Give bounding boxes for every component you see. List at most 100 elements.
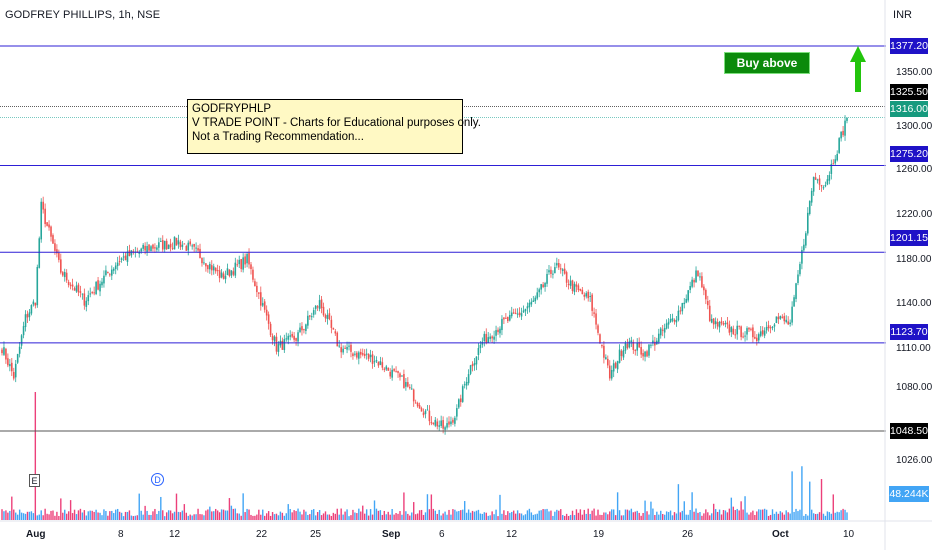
volume-bar	[148, 514, 150, 520]
volume-bar	[350, 515, 352, 520]
candle-body	[779, 316, 782, 319]
candle-body	[795, 283, 797, 299]
candle-body	[661, 329, 664, 331]
candle-body	[483, 333, 486, 341]
candle-body	[761, 330, 764, 335]
candle-body	[103, 275, 105, 284]
volume-bar	[807, 515, 809, 520]
volume-bar	[291, 512, 293, 520]
volume-bar	[467, 509, 470, 520]
candle-body	[510, 312, 513, 317]
high-price-tag[interactable]: 1325.50	[890, 84, 928, 100]
candle-body	[209, 263, 211, 270]
volume-bar	[450, 514, 452, 520]
volume-bar	[642, 513, 644, 520]
volume-bar	[140, 510, 142, 520]
candle-body	[746, 328, 748, 335]
last-price-tag[interactable]: 1316.00	[890, 101, 928, 117]
candle-body	[369, 354, 372, 358]
volume-bar	[115, 509, 117, 520]
candle-body	[557, 263, 560, 268]
disclaimer-note[interactable]: GODFRYPHLP V TRADE POINT - Charts for Ed…	[187, 99, 481, 154]
earnings-marker[interactable]: E	[29, 474, 40, 487]
volume-bar	[597, 509, 599, 520]
volume-bar	[75, 514, 78, 520]
volume-bar	[487, 515, 489, 520]
level-tag-1201[interactable]: 1201.15	[890, 230, 928, 246]
dividend-marker[interactable]: D	[151, 473, 164, 486]
volume-bar	[28, 511, 31, 520]
candle-body	[318, 300, 321, 310]
volume-bar	[424, 512, 427, 520]
volume-bar	[711, 513, 713, 520]
volume-bar	[667, 512, 670, 520]
volume-bar	[822, 513, 825, 520]
candle-body	[165, 240, 168, 250]
volume-bar	[326, 514, 329, 520]
candle-body	[407, 382, 409, 387]
candle-body	[365, 353, 368, 355]
buy-signal-label[interactable]: Buy above 1326	[724, 52, 810, 90]
level-tag-1275[interactable]: 1275.20	[890, 146, 928, 162]
candle-body	[16, 354, 19, 363]
candle-body	[216, 270, 219, 272]
volume-bar	[371, 514, 374, 520]
candle-body	[332, 327, 335, 330]
volume-bar	[705, 509, 707, 520]
volume-bar	[673, 512, 676, 520]
candle-body	[389, 371, 391, 377]
volume-bar	[313, 509, 315, 520]
volume-bar	[130, 515, 133, 520]
level-tag-1123[interactable]: 1123.70	[890, 324, 928, 340]
candle-body	[756, 337, 758, 342]
volume-bar	[565, 513, 568, 520]
volume-bar	[236, 513, 238, 520]
candle-body	[140, 248, 142, 252]
volume-bar	[587, 508, 589, 520]
candle-body	[650, 344, 652, 346]
candle-body	[418, 405, 421, 409]
volume-bar	[179, 512, 182, 520]
volume-bar	[473, 511, 476, 520]
volume-bar	[758, 509, 760, 520]
volume-bar	[293, 510, 295, 520]
candle-body	[291, 334, 293, 337]
volume-bar	[20, 512, 23, 520]
volume-bar	[285, 513, 287, 520]
volume-bar	[844, 509, 846, 520]
volume-bar	[173, 511, 176, 520]
candle-body	[777, 316, 780, 320]
volume-bar	[546, 508, 548, 520]
candle-body	[446, 423, 448, 428]
candle-body	[450, 421, 452, 425]
volume-bar	[81, 512, 84, 520]
candle-body	[559, 268, 562, 270]
candle-body	[30, 304, 33, 314]
candle-body	[93, 292, 95, 294]
volume-bar	[456, 511, 458, 520]
candle-body	[5, 348, 7, 360]
volume-bar	[344, 511, 346, 520]
candle-body	[575, 284, 578, 287]
candle-body	[842, 130, 844, 136]
candle-body	[438, 425, 441, 427]
candle-body	[252, 269, 254, 280]
level-tag-1377[interactable]: 1377.20	[890, 38, 928, 54]
volume-bar	[609, 511, 611, 520]
candle-body	[167, 244, 170, 250]
volume-bar	[660, 510, 662, 520]
candle-body	[585, 293, 588, 297]
volume-bar	[699, 512, 701, 520]
candle-body	[569, 280, 572, 286]
volume-bar	[505, 515, 507, 520]
candle-body	[791, 306, 793, 323]
volume-bar	[273, 514, 276, 520]
volume-bar	[507, 511, 509, 520]
volume-bar	[364, 513, 366, 520]
level-tag-1048[interactable]: 1048.50	[890, 423, 928, 439]
candle-body	[605, 357, 607, 360]
volume-bar	[714, 509, 717, 520]
volume-bar	[826, 511, 829, 520]
